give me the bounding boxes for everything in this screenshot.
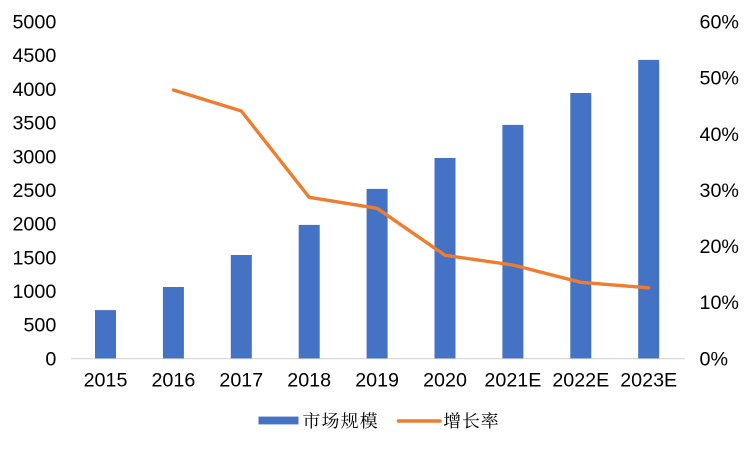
svg-text:2021E: 2021E [484, 370, 541, 392]
svg-text:0%: 0% [700, 348, 728, 370]
svg-text:1000: 1000 [12, 281, 56, 303]
svg-text:2023E: 2023E [620, 370, 677, 392]
svg-text:30%: 30% [700, 180, 739, 202]
svg-text:2020: 2020 [423, 370, 467, 392]
svg-text:0: 0 [45, 348, 56, 370]
svg-text:4000: 4000 [12, 79, 56, 101]
svg-text:5000: 5000 [12, 12, 56, 34]
svg-text:40%: 40% [700, 124, 739, 146]
svg-text:2019: 2019 [355, 370, 399, 392]
svg-text:2015: 2015 [84, 370, 128, 392]
svg-text:20%: 20% [700, 236, 739, 258]
svg-text:50%: 50% [700, 68, 739, 90]
svg-text:1500: 1500 [12, 247, 56, 269]
svg-text:2022E: 2022E [552, 370, 609, 392]
svg-text:2017: 2017 [219, 370, 263, 392]
svg-text:2000: 2000 [12, 214, 56, 236]
svg-text:10%: 10% [700, 292, 739, 314]
svg-text:3500: 3500 [12, 113, 56, 135]
svg-text:60%: 60% [700, 12, 739, 34]
svg-text:2018: 2018 [287, 370, 331, 392]
svg-text:2016: 2016 [151, 370, 195, 392]
svg-text:4500: 4500 [12, 45, 56, 67]
svg-text:500: 500 [23, 315, 56, 337]
svg-text:2500: 2500 [12, 180, 56, 202]
svg-text:3000: 3000 [12, 146, 56, 168]
